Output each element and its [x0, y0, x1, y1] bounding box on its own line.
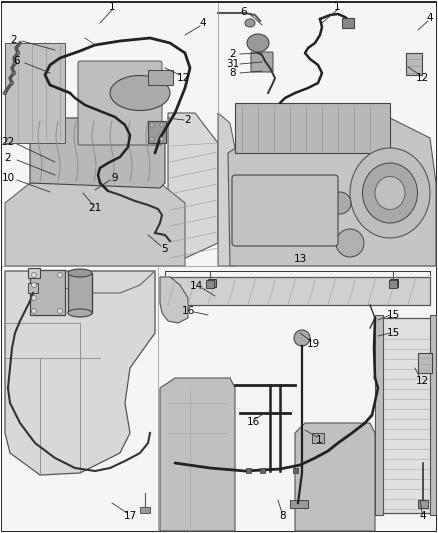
Ellipse shape [329, 192, 351, 214]
Bar [418, 500, 428, 508]
Ellipse shape [350, 148, 430, 238]
Text: 12: 12 [415, 376, 429, 386]
Text: 6: 6 [241, 7, 247, 17]
Text: 5: 5 [162, 244, 168, 254]
Circle shape [12, 71, 16, 75]
Circle shape [3, 91, 7, 95]
Text: 21: 21 [88, 203, 102, 213]
Circle shape [32, 295, 36, 301]
Bar [290, 500, 308, 508]
Circle shape [32, 272, 36, 278]
Ellipse shape [247, 34, 269, 52]
Bar [206, 280, 214, 288]
Circle shape [150, 137, 154, 141]
Text: 13: 13 [293, 254, 307, 264]
Bar [418, 353, 432, 373]
Ellipse shape [375, 176, 405, 209]
Polygon shape [160, 277, 188, 323]
Polygon shape [218, 113, 240, 266]
FancyBboxPatch shape [232, 175, 338, 246]
Ellipse shape [68, 309, 92, 317]
Circle shape [10, 81, 14, 85]
Text: 15: 15 [386, 310, 399, 320]
Ellipse shape [245, 19, 255, 27]
Circle shape [160, 123, 164, 127]
Bar [430, 315, 436, 515]
Bar [235, 103, 390, 153]
Ellipse shape [68, 269, 92, 277]
Text: 14: 14 [189, 281, 203, 291]
Ellipse shape [110, 76, 170, 110]
Bar [28, 268, 40, 278]
Text: 2: 2 [5, 153, 11, 163]
Bar [293, 468, 298, 473]
Text: 8: 8 [230, 68, 237, 78]
Bar [2, 3, 218, 266]
Text: 6: 6 [14, 56, 20, 66]
Bar [312, 433, 324, 443]
Bar [5, 43, 65, 143]
Bar [389, 280, 397, 288]
Bar [2, 266, 158, 531]
Bar [390, 279, 398, 287]
Circle shape [32, 309, 36, 313]
Text: 2: 2 [185, 115, 191, 125]
Polygon shape [168, 113, 218, 266]
Text: 4: 4 [420, 511, 426, 521]
Text: 10: 10 [1, 173, 14, 183]
Polygon shape [295, 423, 375, 531]
Circle shape [32, 282, 36, 287]
Text: 9: 9 [112, 173, 118, 183]
Circle shape [13, 61, 17, 65]
Text: 1: 1 [334, 2, 340, 12]
Text: 2: 2 [230, 49, 237, 59]
FancyBboxPatch shape [78, 61, 162, 145]
Circle shape [160, 137, 164, 141]
Bar [246, 468, 251, 473]
FancyBboxPatch shape [251, 52, 273, 72]
Text: 15: 15 [386, 328, 399, 338]
Text: 12: 12 [415, 73, 429, 83]
Text: 22: 22 [1, 137, 14, 147]
Bar [28, 283, 38, 293]
Text: 19: 19 [306, 339, 320, 349]
Bar [208, 279, 216, 287]
Text: 8: 8 [280, 511, 286, 521]
Circle shape [57, 309, 63, 313]
Bar [218, 3, 436, 266]
Polygon shape [5, 183, 185, 266]
Circle shape [150, 123, 154, 127]
Bar [406, 53, 422, 75]
Text: 4: 4 [427, 13, 433, 23]
Bar [30, 270, 65, 315]
Text: 1: 1 [316, 435, 322, 445]
Polygon shape [228, 113, 436, 266]
Circle shape [16, 51, 20, 55]
Text: 16: 16 [246, 417, 260, 427]
Ellipse shape [336, 229, 364, 257]
Text: 1: 1 [109, 2, 115, 12]
Ellipse shape [363, 163, 417, 223]
Bar [375, 315, 383, 515]
Text: 16: 16 [181, 306, 194, 316]
Bar [380, 318, 432, 513]
Circle shape [57, 272, 63, 278]
Bar [160, 277, 430, 305]
Bar [148, 70, 173, 85]
Polygon shape [160, 378, 235, 531]
Polygon shape [30, 118, 165, 188]
Bar [260, 468, 265, 473]
Bar [158, 266, 436, 531]
Bar [342, 18, 354, 28]
Text: 12: 12 [177, 73, 190, 83]
Bar [148, 121, 166, 143]
Text: 17: 17 [124, 511, 137, 521]
Text: 31: 31 [226, 59, 240, 69]
Text: 4: 4 [200, 18, 206, 28]
Text: 2: 2 [11, 35, 18, 45]
Bar [68, 273, 92, 313]
Polygon shape [5, 271, 155, 475]
Bar [140, 507, 150, 513]
Circle shape [294, 330, 310, 346]
